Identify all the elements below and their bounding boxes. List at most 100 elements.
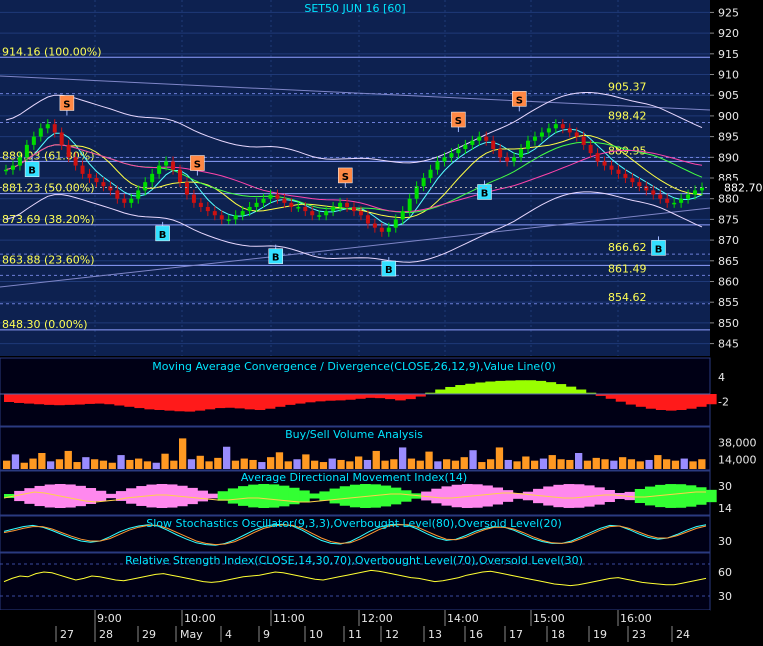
candle	[435, 161, 440, 170]
candle	[171, 161, 176, 170]
time-label: 12:00	[361, 612, 393, 625]
price-tick-label: 855	[718, 296, 739, 309]
price-level-label: 898.42	[608, 109, 647, 122]
candle	[178, 169, 182, 183]
upper-band	[5, 92, 703, 164]
candle	[24, 144, 29, 158]
candle	[303, 206, 308, 212]
candle	[10, 165, 15, 170]
macd-bar	[375, 394, 386, 399]
adx-di-band	[400, 490, 412, 502]
volume-bar	[557, 459, 565, 469]
date-label: 19	[593, 628, 607, 641]
macd-bar	[455, 385, 466, 394]
price-tick-label: 865	[718, 255, 739, 268]
adx-di-band	[299, 490, 310, 502]
volume-bar	[451, 460, 460, 469]
candle	[317, 215, 322, 217]
macd-bar	[244, 394, 256, 410]
signal-label: B	[28, 166, 36, 177]
volume-bar	[29, 458, 37, 469]
lower-band	[5, 191, 703, 263]
macd-bar	[685, 394, 697, 409]
macd-tick-label: -2	[718, 395, 729, 408]
candle	[414, 186, 419, 199]
macd-bar	[645, 394, 657, 409]
volume-bar	[284, 461, 292, 469]
adx-di-band	[268, 484, 280, 508]
price-tick-label: 895	[718, 131, 739, 144]
volume-bar	[513, 461, 521, 469]
volume-bar	[610, 460, 618, 469]
candle	[616, 169, 621, 174]
adx-di-band	[105, 493, 117, 499]
candle	[623, 173, 628, 178]
adx-di-band	[431, 488, 442, 504]
stoch-tick-label: 30	[718, 535, 732, 548]
signal-label: B	[655, 244, 663, 255]
signal-label: B	[481, 188, 489, 199]
volume-bar	[55, 459, 64, 469]
macd-bar	[194, 394, 206, 411]
adx-di-band	[502, 490, 514, 502]
candle	[101, 182, 106, 187]
adx-di-band	[695, 487, 707, 505]
macd-bar	[144, 394, 156, 410]
signal-label: B	[272, 253, 280, 264]
volume-bar	[619, 457, 627, 469]
volume-bar	[548, 455, 556, 469]
macd-bar	[214, 394, 226, 409]
adx-di-band	[4, 494, 15, 498]
price-tick-label: 875	[718, 213, 739, 226]
adx-di-band	[451, 484, 463, 508]
date-label: 11	[348, 628, 362, 641]
macd-bar	[495, 380, 507, 394]
candle	[289, 202, 294, 207]
adx-di-band	[258, 484, 270, 508]
candle	[338, 202, 343, 207]
price-tick-label: 905	[718, 89, 739, 102]
price-axis-bg	[710, 0, 763, 356]
adx-title: Average Directional Movement Index(14)	[241, 471, 467, 484]
volume-bar	[302, 454, 310, 469]
macd-bar	[485, 381, 496, 394]
time-axis-bg	[0, 610, 710, 642]
sell-signal-marker	[451, 111, 466, 128]
price-tick-label: 880	[718, 193, 739, 206]
adx-di-band	[146, 484, 158, 508]
candle	[38, 128, 43, 137]
candle	[484, 136, 489, 141]
last-price-box	[711, 180, 763, 195]
candle	[296, 206, 301, 209]
candle	[588, 144, 593, 154]
volume-bar	[311, 460, 319, 469]
macd-bar	[254, 394, 266, 410]
candle	[700, 187, 704, 191]
macd-bar	[575, 389, 587, 394]
macd-bar	[34, 394, 45, 405]
time-label: 16:00	[620, 612, 652, 625]
sell-signal-marker	[190, 155, 205, 171]
candle	[157, 165, 162, 174]
macd-bar	[585, 392, 597, 394]
candle	[226, 219, 231, 221]
macd-bar	[435, 389, 446, 394]
adx-di-band	[543, 486, 554, 506]
candle	[407, 198, 412, 212]
volume-bar	[179, 438, 187, 469]
macd-bar	[274, 394, 286, 407]
signal-label: B	[385, 265, 393, 276]
adx-di-band	[339, 486, 351, 506]
macd-bar	[114, 394, 125, 406]
volume-bar	[11, 454, 20, 469]
candle	[324, 211, 329, 216]
macd-bar	[24, 394, 35, 404]
signal-label: S	[455, 116, 462, 127]
candle	[66, 144, 71, 158]
candle	[136, 190, 141, 199]
volume-bar	[267, 457, 275, 469]
macd-bar	[505, 380, 517, 394]
candle	[693, 190, 698, 195]
candle	[4, 169, 8, 172]
